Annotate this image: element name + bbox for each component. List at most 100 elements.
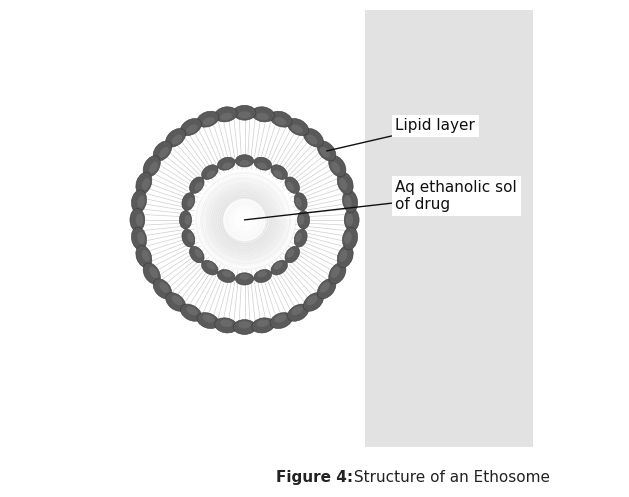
Ellipse shape <box>320 282 330 293</box>
Bar <box>365 10 533 447</box>
Ellipse shape <box>257 163 267 169</box>
Ellipse shape <box>235 155 253 167</box>
Ellipse shape <box>220 320 233 327</box>
Ellipse shape <box>274 315 286 323</box>
Ellipse shape <box>143 156 160 177</box>
Ellipse shape <box>291 124 303 134</box>
Ellipse shape <box>318 141 336 161</box>
Circle shape <box>237 212 252 228</box>
Circle shape <box>235 210 254 230</box>
Ellipse shape <box>136 172 152 194</box>
Ellipse shape <box>233 320 256 334</box>
Ellipse shape <box>186 124 198 134</box>
Ellipse shape <box>294 193 307 211</box>
Ellipse shape <box>295 197 302 207</box>
Ellipse shape <box>194 249 203 258</box>
Ellipse shape <box>257 113 269 120</box>
Ellipse shape <box>271 260 287 275</box>
Ellipse shape <box>342 190 358 213</box>
Ellipse shape <box>153 141 172 161</box>
Ellipse shape <box>207 170 216 178</box>
Ellipse shape <box>186 306 198 315</box>
Ellipse shape <box>287 304 309 321</box>
Ellipse shape <box>179 211 192 229</box>
Ellipse shape <box>153 279 172 299</box>
Ellipse shape <box>201 260 218 275</box>
Ellipse shape <box>238 321 251 329</box>
Ellipse shape <box>214 107 237 122</box>
Ellipse shape <box>187 233 194 243</box>
Ellipse shape <box>298 211 309 229</box>
Ellipse shape <box>203 315 214 323</box>
Ellipse shape <box>142 250 150 262</box>
Ellipse shape <box>182 229 195 247</box>
Ellipse shape <box>331 162 340 173</box>
Circle shape <box>233 208 257 232</box>
Ellipse shape <box>344 232 352 245</box>
Ellipse shape <box>285 177 299 193</box>
Ellipse shape <box>214 318 237 333</box>
Ellipse shape <box>337 246 353 267</box>
Ellipse shape <box>254 157 272 170</box>
Ellipse shape <box>159 147 169 158</box>
Ellipse shape <box>274 117 286 125</box>
Circle shape <box>226 201 264 239</box>
Ellipse shape <box>329 156 346 177</box>
Ellipse shape <box>207 262 216 270</box>
Ellipse shape <box>187 197 194 207</box>
Ellipse shape <box>331 266 340 278</box>
Text: Figure 4:: Figure 4: <box>276 470 353 485</box>
Ellipse shape <box>298 215 304 225</box>
Ellipse shape <box>149 266 158 278</box>
Ellipse shape <box>172 135 182 145</box>
Ellipse shape <box>252 318 274 333</box>
Ellipse shape <box>295 233 302 243</box>
Circle shape <box>242 217 247 223</box>
Text: Aq ethanolic sol
of drug: Aq ethanolic sol of drug <box>245 179 517 220</box>
Ellipse shape <box>303 129 323 147</box>
Ellipse shape <box>131 227 147 250</box>
Ellipse shape <box>285 247 299 263</box>
Ellipse shape <box>271 165 287 179</box>
Ellipse shape <box>287 118 309 136</box>
Ellipse shape <box>189 247 204 263</box>
Ellipse shape <box>257 320 269 327</box>
Ellipse shape <box>137 195 145 208</box>
Ellipse shape <box>339 250 347 262</box>
Ellipse shape <box>257 271 267 277</box>
Ellipse shape <box>165 129 186 147</box>
Ellipse shape <box>218 269 235 282</box>
Circle shape <box>239 215 250 225</box>
Ellipse shape <box>318 279 336 299</box>
Ellipse shape <box>337 172 353 194</box>
Ellipse shape <box>307 295 318 305</box>
Ellipse shape <box>339 178 347 190</box>
Ellipse shape <box>197 111 219 127</box>
Ellipse shape <box>320 147 330 158</box>
Ellipse shape <box>270 313 292 329</box>
Ellipse shape <box>291 306 303 315</box>
Circle shape <box>228 203 261 237</box>
Ellipse shape <box>346 214 353 226</box>
Ellipse shape <box>240 160 250 166</box>
Ellipse shape <box>165 293 186 311</box>
Ellipse shape <box>172 295 182 305</box>
Ellipse shape <box>344 209 359 231</box>
Ellipse shape <box>184 215 191 225</box>
Ellipse shape <box>220 113 233 120</box>
Ellipse shape <box>342 227 358 250</box>
Ellipse shape <box>136 214 143 226</box>
Ellipse shape <box>197 313 219 329</box>
Ellipse shape <box>252 107 274 122</box>
Ellipse shape <box>181 118 201 136</box>
Ellipse shape <box>329 263 346 284</box>
Circle shape <box>224 199 265 241</box>
Circle shape <box>230 206 259 234</box>
Ellipse shape <box>143 263 160 284</box>
Ellipse shape <box>189 177 204 193</box>
Ellipse shape <box>254 269 272 282</box>
Ellipse shape <box>287 249 294 258</box>
Ellipse shape <box>130 209 145 231</box>
Ellipse shape <box>307 135 318 145</box>
Ellipse shape <box>137 232 145 245</box>
